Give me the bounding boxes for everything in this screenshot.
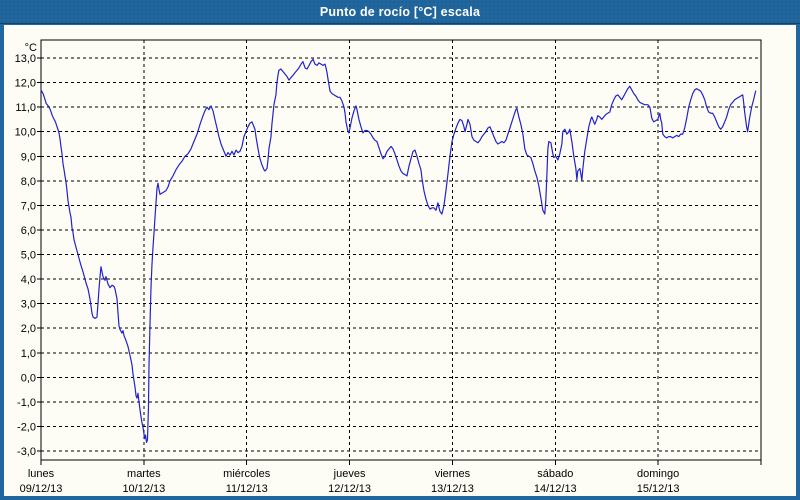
series-dew-point [40, 58, 757, 443]
day-date-label: 13/12/13 [431, 483, 474, 495]
y-tick-label: 12,0 [15, 78, 36, 90]
day-name-label: martes [127, 468, 161, 480]
y-tick-label: 0,0 [21, 372, 36, 384]
y-tick-label: 8,0 [21, 176, 36, 188]
gridlines [41, 40, 761, 460]
day-date-label: 11/12/13 [226, 483, 268, 495]
y-tick-label: 5,0 [21, 250, 36, 262]
y-tick-label: 9,0 [21, 151, 36, 163]
y-tick-label: 10,0 [15, 127, 36, 139]
chart-area: 13,0 12,0 11,0 10,0 9,0 8,0 7,0 6,0 5,0 4,0 3,0 2,0… [4, 25, 796, 496]
day-name-label: miércoles [223, 468, 271, 480]
y-tick-label: 6,0 [21, 225, 36, 237]
y-tick-label: -1,0 [17, 397, 36, 409]
y-tick-label: -2,0 [17, 421, 36, 433]
day-name-label: sábado [537, 468, 573, 480]
x-axis-labels: lunes 09/12/13 martes 10/12/13 miércoles 11/1… [20, 468, 680, 495]
y-tick-label: 1,0 [21, 348, 36, 360]
day-name-label: jueves [333, 468, 366, 480]
y-tick-label: 4,0 [21, 274, 36, 286]
day-name-label: domingo [637, 468, 679, 480]
axes [37, 39, 762, 465]
window-title: Punto de rocío [°C] escala [319, 4, 481, 19]
title-bar: Punto de rocío [°C] escala [0, 0, 800, 24]
y-tick-label: -3,0 [17, 446, 36, 458]
day-date-label: 10/12/13 [122, 483, 165, 495]
dew-point-line [40, 58, 757, 443]
y-axis-labels: 13,0 12,0 11,0 10,0 9,0 8,0 7,0 6,0 5,0 4,0 3,0 2,0… [15, 42, 37, 458]
day-name-label: lunes [28, 468, 55, 480]
day-date-label: 09/12/13 [20, 483, 63, 495]
y-axis-unit-label: °C [25, 42, 37, 54]
day-date-label: 15/12/13 [637, 483, 680, 495]
y-tick-label: 11,0 [15, 102, 36, 114]
y-tick-label: 2,0 [21, 323, 36, 335]
day-date-label: 14/12/13 [534, 483, 577, 495]
y-tick-label: 3,0 [21, 299, 36, 311]
y-tick-label: 7,0 [21, 200, 36, 212]
day-name-label: viernes [435, 468, 471, 480]
y-tick-label: 13,0 [15, 53, 36, 65]
day-date-label: 12/12/13 [328, 483, 371, 495]
dew-point-chart: 13,0 12,0 11,0 10,0 9,0 8,0 7,0 6,0 5,0 4,0 3,0 2,0… [15, 39, 762, 495]
